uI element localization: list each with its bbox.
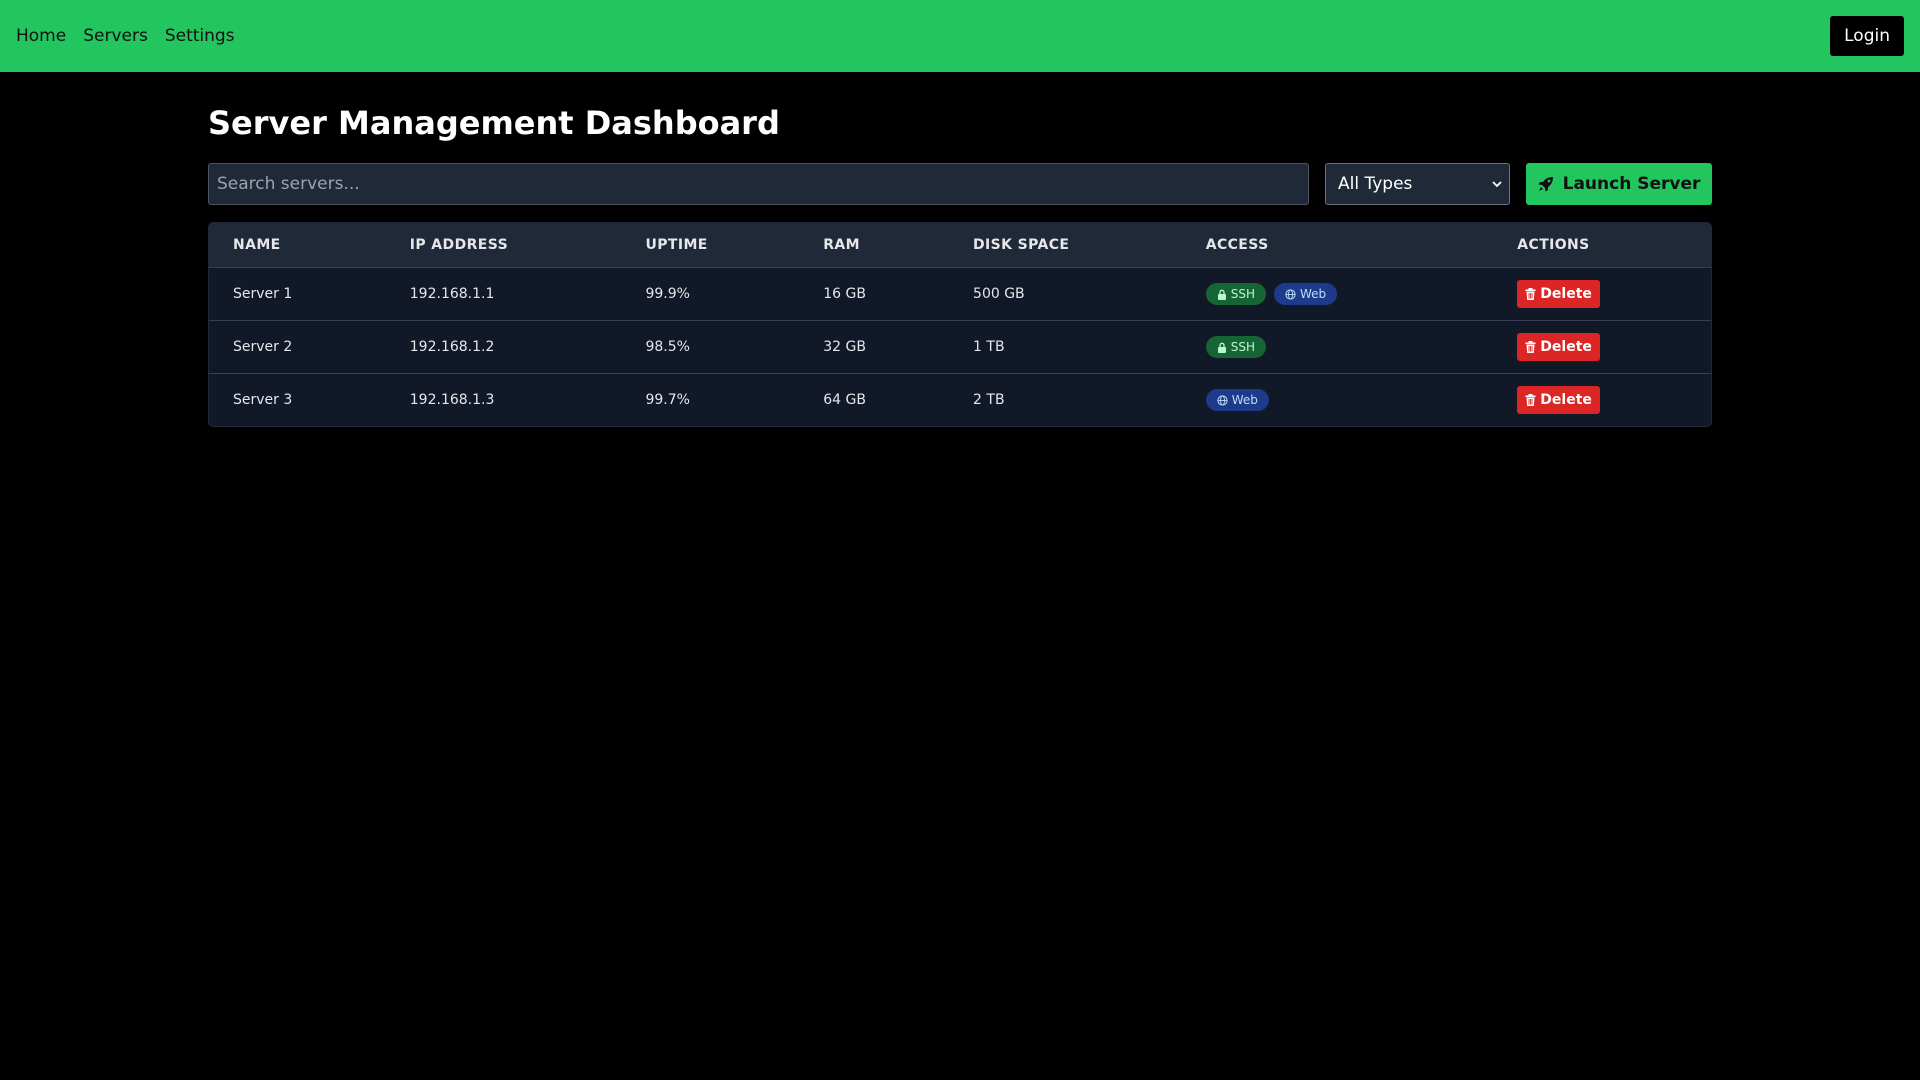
trash-icon bbox=[1525, 341, 1536, 353]
column-header-ram[interactable]: RAM bbox=[823, 237, 860, 253]
delete-server-button[interactable]: Delete bbox=[1517, 386, 1600, 414]
globe-icon bbox=[1285, 288, 1296, 300]
server-ram: 64 GB bbox=[823, 392, 866, 408]
server-ip: 192.168.1.2 bbox=[409, 339, 495, 355]
ssh-badge: SSH bbox=[1205, 336, 1266, 358]
web-badge: Web bbox=[1205, 389, 1269, 411]
page-title: Server Management Dashboard bbox=[208, 104, 780, 142]
ssh-badge: SSH bbox=[1205, 283, 1266, 305]
top-navbar: Home Servers Settings Login bbox=[0, 0, 1920, 72]
delete-server-button[interactable]: Delete bbox=[1517, 333, 1600, 361]
nav-servers-link[interactable]: Servers bbox=[83, 26, 148, 46]
search-input[interactable] bbox=[208, 163, 1309, 205]
lock-icon bbox=[1217, 289, 1226, 300]
server-disk: 1 TB bbox=[973, 339, 1005, 355]
table-header-row: NAME IP ADDRESS UPTIME RAM DISK SPACE AC… bbox=[209, 223, 1711, 267]
server-actions: Delete bbox=[1493, 280, 1711, 308]
web-badge-label: Web bbox=[1231, 393, 1258, 407]
server-disk: 500 GB bbox=[973, 286, 1025, 302]
server-access: SSH Web bbox=[1182, 283, 1494, 305]
column-header-name[interactable]: NAME bbox=[233, 237, 281, 253]
column-header-actions[interactable]: ACTIONS bbox=[1517, 237, 1590, 253]
server-name: Server 2 bbox=[233, 339, 293, 355]
server-name: Server 3 bbox=[233, 392, 293, 408]
launch-server-button[interactable]: Launch Server bbox=[1526, 163, 1712, 205]
delete-label: Delete bbox=[1540, 286, 1592, 302]
type-filter-value: All Types bbox=[1338, 174, 1413, 194]
column-header-disk[interactable]: DISK SPACE bbox=[973, 237, 1070, 253]
server-uptime: 98.5% bbox=[645, 339, 690, 355]
server-ip: 192.168.1.3 bbox=[409, 392, 495, 408]
table-row: Server 3 192.168.1.3 99.7% 64 GB 2 TB We… bbox=[209, 373, 1711, 426]
server-access: Web bbox=[1182, 389, 1494, 411]
ssh-badge-label: SSH bbox=[1230, 287, 1255, 301]
server-ram: 16 GB bbox=[823, 286, 866, 302]
delete-label: Delete bbox=[1540, 392, 1592, 408]
column-header-access[interactable]: ACCESS bbox=[1205, 237, 1269, 253]
globe-icon bbox=[1217, 394, 1228, 406]
column-header-ip[interactable]: IP ADDRESS bbox=[409, 237, 509, 253]
delete-label: Delete bbox=[1540, 339, 1592, 355]
servers-table: NAME IP ADDRESS UPTIME RAM DISK SPACE AC… bbox=[208, 222, 1712, 427]
lock-icon bbox=[1217, 342, 1226, 353]
trash-icon bbox=[1525, 288, 1536, 300]
nav-home-link[interactable]: Home bbox=[16, 26, 67, 46]
server-actions: Delete bbox=[1493, 333, 1711, 361]
web-badge-label: Web bbox=[1299, 287, 1327, 301]
trash-icon bbox=[1525, 394, 1536, 406]
ssh-badge-label: SSH bbox=[1230, 340, 1255, 354]
rocket-icon bbox=[1538, 177, 1553, 192]
server-disk: 2 TB bbox=[973, 392, 1005, 408]
column-header-uptime[interactable]: UPTIME bbox=[645, 237, 708, 253]
type-filter-select[interactable]: All Types bbox=[1325, 163, 1510, 205]
toolbar: All Types Launch Server bbox=[208, 163, 1712, 205]
server-ip: 192.168.1.1 bbox=[409, 286, 495, 302]
main-content: Server Management Dashboard All Types La… bbox=[208, 72, 1712, 427]
chevron-down-icon bbox=[1492, 181, 1502, 188]
web-badge: Web bbox=[1273, 283, 1338, 305]
server-ram: 32 GB bbox=[823, 339, 866, 355]
server-access: SSH bbox=[1182, 336, 1494, 358]
nav-settings-link[interactable]: Settings bbox=[164, 26, 235, 46]
server-name: Server 1 bbox=[233, 286, 293, 302]
delete-server-button[interactable]: Delete bbox=[1517, 280, 1600, 308]
table-row: Server 2 192.168.1.2 98.5% 32 GB 1 TB SS… bbox=[209, 320, 1711, 373]
server-uptime: 99.9% bbox=[645, 286, 690, 302]
server-actions: Delete bbox=[1493, 386, 1711, 414]
server-uptime: 99.7% bbox=[645, 392, 690, 408]
launch-server-label: Launch Server bbox=[1562, 174, 1701, 194]
login-button[interactable]: Login bbox=[1830, 16, 1904, 56]
main-nav: Home Servers Settings bbox=[16, 26, 235, 46]
table-row: Server 1 192.168.1.1 99.9% 16 GB 500 GB … bbox=[209, 267, 1711, 320]
